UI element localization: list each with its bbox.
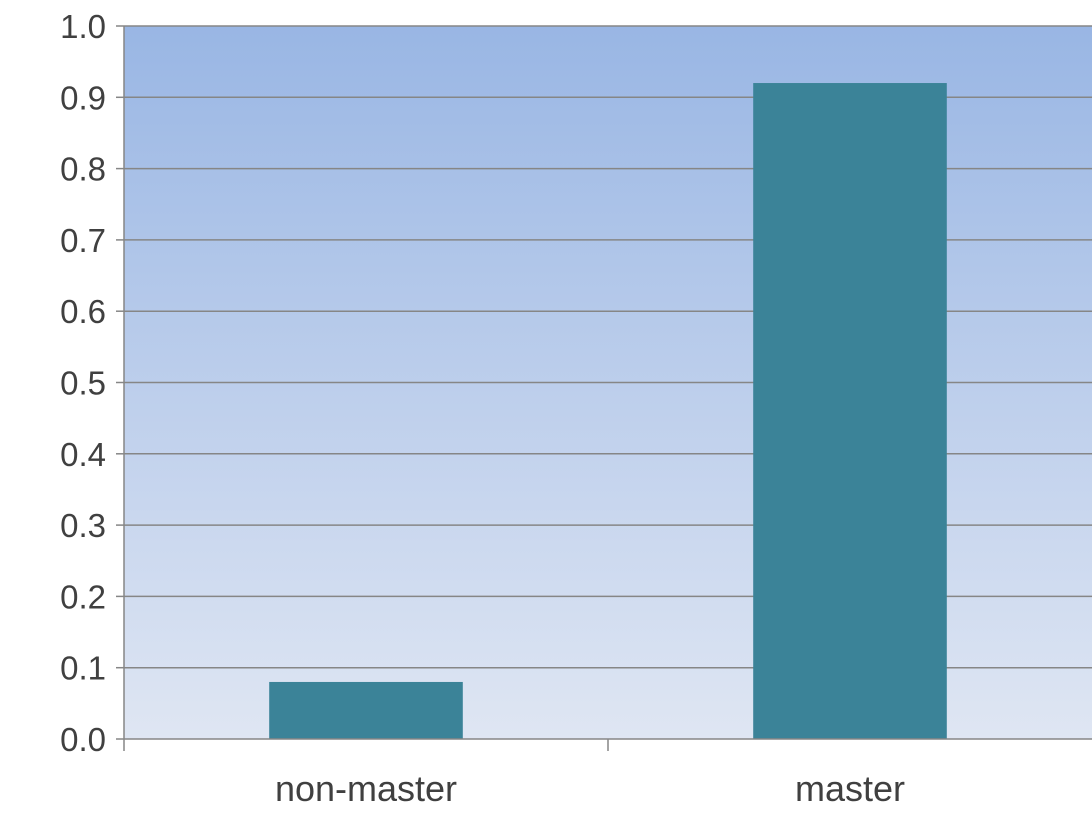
bar-non-master <box>269 681 463 739</box>
x-tick-label: master <box>795 768 905 809</box>
y-tick-label: 0.5 <box>60 365 106 402</box>
bar-master <box>753 83 947 740</box>
y-tick-label: 0.3 <box>60 507 106 544</box>
bars <box>269 83 947 740</box>
y-tick-label: 0.6 <box>60 293 106 330</box>
x-tick-labels: non-master master <box>275 768 905 809</box>
axes <box>123 26 1092 751</box>
y-tick-label: 0.4 <box>60 436 106 473</box>
y-tick-label: 1.0 <box>60 8 106 45</box>
y-tick-label: 0.8 <box>60 151 106 188</box>
y-tick-label: 0.2 <box>60 578 106 615</box>
y-tick-label: 0.9 <box>60 79 106 116</box>
y-tick-labels: 0.0 0.1 0.2 0.3 0.4 0.5 0.6 0.7 0.8 0.9 1.0 <box>60 8 106 758</box>
y-tick-label: 0.7 <box>60 222 106 259</box>
x-tick-label: non-master <box>275 768 457 809</box>
y-tick-label: 0.1 <box>60 650 106 687</box>
y-tick-label: 0.0 <box>60 721 106 758</box>
